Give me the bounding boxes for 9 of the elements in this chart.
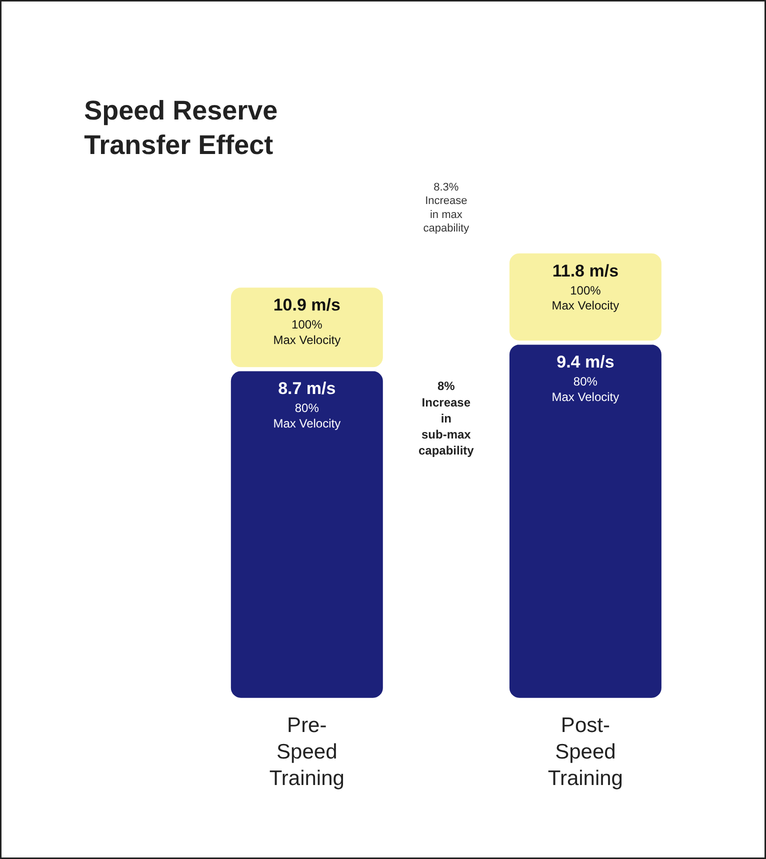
data-label: 8.7 m/s 80% Max Velocity bbox=[273, 379, 341, 431]
x-tick-label: Post- Speed Training bbox=[548, 714, 623, 790]
x-tick-label: Pre- Speed Training bbox=[269, 714, 344, 790]
data-label: 9.4 m/s 80% Max Velocity bbox=[552, 352, 620, 404]
annotation: 8.3% Increase in max capability bbox=[423, 181, 470, 235]
annotation: 8% Increase in sub-max capability bbox=[418, 379, 474, 458]
annotation: 10.9 m/s 100% Max Velocity bbox=[273, 296, 341, 347]
annotation: 11.8 m/s 100% Max Velocity bbox=[552, 261, 620, 313]
text: Speed Reserve Transfer Effect bbox=[84, 96, 278, 160]
